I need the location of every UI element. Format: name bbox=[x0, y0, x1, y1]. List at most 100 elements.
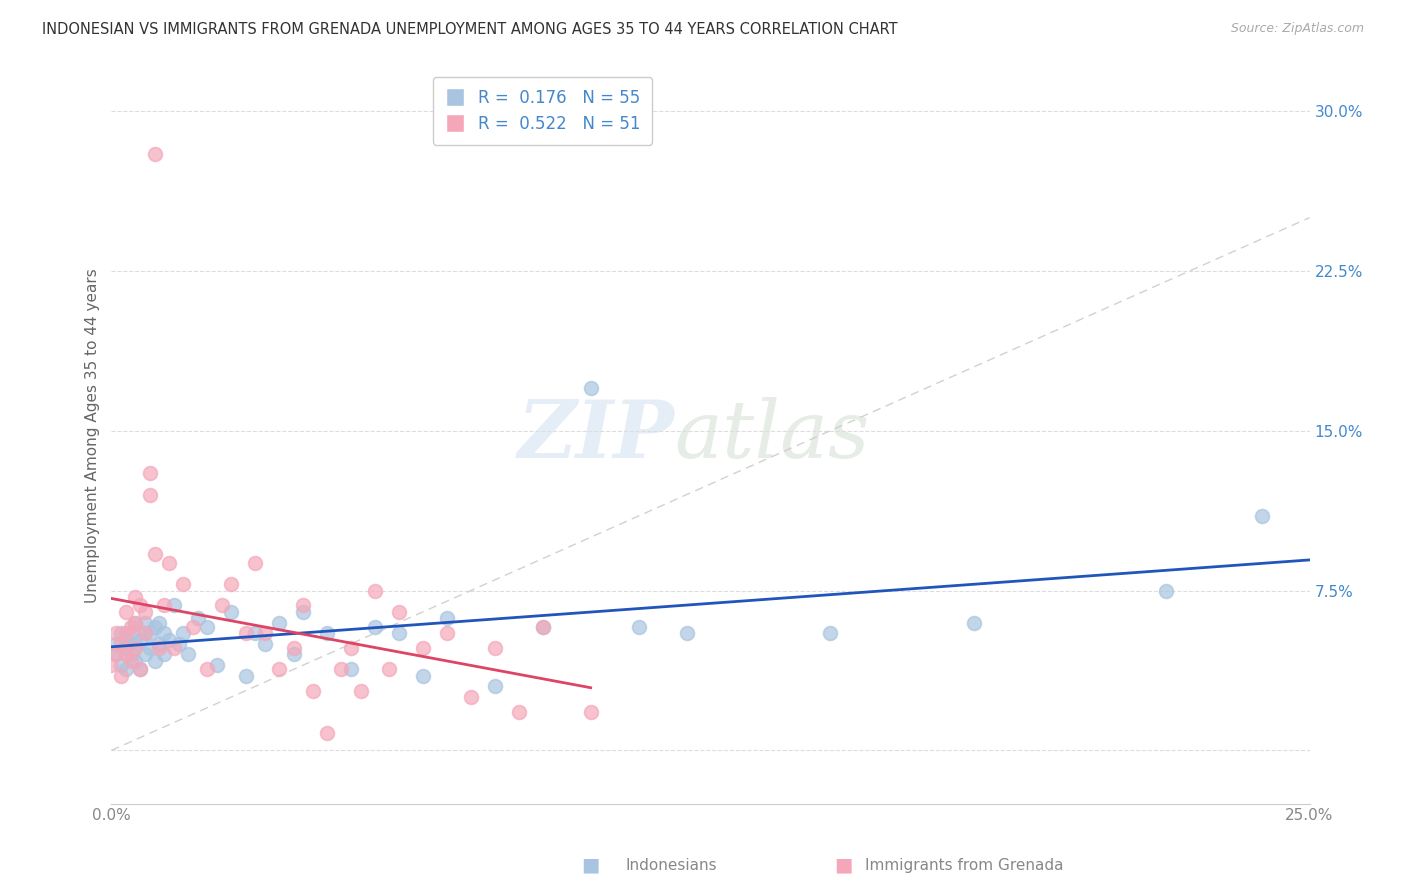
Text: Indonesians: Indonesians bbox=[626, 858, 717, 872]
Point bbox=[292, 605, 315, 619]
Point bbox=[105, 648, 128, 662]
Point bbox=[134, 648, 156, 662]
Point bbox=[143, 620, 166, 634]
Point bbox=[134, 626, 156, 640]
Point bbox=[531, 620, 554, 634]
Point bbox=[283, 648, 305, 662]
Point bbox=[508, 705, 530, 719]
Point bbox=[283, 641, 305, 656]
Point bbox=[124, 654, 146, 668]
Point bbox=[114, 626, 136, 640]
Point bbox=[579, 705, 602, 719]
Point bbox=[105, 637, 128, 651]
Point bbox=[388, 605, 411, 619]
Point bbox=[129, 662, 152, 676]
Point bbox=[675, 626, 697, 640]
Point bbox=[124, 641, 146, 656]
Point bbox=[100, 658, 122, 673]
Point bbox=[364, 583, 387, 598]
Point bbox=[129, 599, 152, 613]
Point bbox=[124, 637, 146, 651]
Point bbox=[460, 690, 482, 704]
Point bbox=[412, 641, 434, 656]
Point bbox=[195, 662, 218, 676]
Point bbox=[143, 654, 166, 668]
Text: ■: ■ bbox=[834, 855, 853, 875]
Point bbox=[139, 488, 162, 502]
Point bbox=[143, 146, 166, 161]
Point bbox=[211, 599, 233, 613]
Point bbox=[153, 626, 176, 640]
Point bbox=[963, 615, 986, 630]
Legend: R =  0.176   N = 55, R =  0.522   N = 51: R = 0.176 N = 55, R = 0.522 N = 51 bbox=[433, 77, 652, 145]
Point bbox=[412, 669, 434, 683]
Point bbox=[134, 626, 156, 640]
Point bbox=[110, 669, 132, 683]
Point bbox=[120, 626, 142, 640]
Point bbox=[219, 605, 242, 619]
Point bbox=[484, 641, 506, 656]
Point bbox=[134, 605, 156, 619]
Text: atlas: atlas bbox=[675, 397, 870, 475]
Point bbox=[436, 626, 458, 640]
Point bbox=[114, 632, 136, 647]
Point bbox=[148, 615, 170, 630]
Point bbox=[139, 626, 162, 640]
Point bbox=[531, 620, 554, 634]
Point bbox=[579, 381, 602, 395]
Point bbox=[157, 556, 180, 570]
Point bbox=[187, 611, 209, 625]
Point bbox=[120, 620, 142, 634]
Point bbox=[235, 626, 257, 640]
Point bbox=[134, 615, 156, 630]
Point bbox=[364, 620, 387, 634]
Point bbox=[269, 662, 291, 676]
Point bbox=[120, 654, 142, 668]
Point bbox=[243, 626, 266, 640]
Point bbox=[172, 626, 194, 640]
Point bbox=[148, 641, 170, 656]
Point bbox=[114, 605, 136, 619]
Text: ■: ■ bbox=[581, 855, 600, 875]
Point bbox=[172, 577, 194, 591]
Point bbox=[105, 648, 128, 662]
Point bbox=[820, 626, 842, 640]
Point bbox=[235, 669, 257, 683]
Point bbox=[195, 620, 218, 634]
Y-axis label: Unemployment Among Ages 35 to 44 years: Unemployment Among Ages 35 to 44 years bbox=[86, 268, 100, 604]
Point bbox=[484, 680, 506, 694]
Point bbox=[1250, 508, 1272, 523]
Point bbox=[110, 637, 132, 651]
Point bbox=[114, 641, 136, 656]
Point bbox=[316, 626, 339, 640]
Point bbox=[205, 658, 228, 673]
Point bbox=[316, 726, 339, 740]
Point bbox=[292, 599, 315, 613]
Point bbox=[139, 467, 162, 481]
Text: Immigrants from Grenada: Immigrants from Grenada bbox=[865, 858, 1063, 872]
Point bbox=[340, 641, 363, 656]
Point bbox=[148, 637, 170, 651]
Point bbox=[143, 547, 166, 561]
Point bbox=[330, 662, 353, 676]
Point bbox=[378, 662, 401, 676]
Point bbox=[124, 615, 146, 630]
Point bbox=[181, 620, 204, 634]
Point bbox=[627, 620, 650, 634]
Point bbox=[129, 662, 152, 676]
Point bbox=[163, 599, 186, 613]
Point bbox=[105, 626, 128, 640]
Point bbox=[120, 648, 142, 662]
Point bbox=[157, 632, 180, 647]
Text: INDONESIAN VS IMMIGRANTS FROM GRENADA UNEMPLOYMENT AMONG AGES 35 TO 44 YEARS COR: INDONESIAN VS IMMIGRANTS FROM GRENADA UN… bbox=[42, 22, 898, 37]
Point bbox=[340, 662, 363, 676]
Point bbox=[153, 599, 176, 613]
Point bbox=[253, 626, 276, 640]
Point bbox=[124, 615, 146, 630]
Text: ZIP: ZIP bbox=[517, 397, 675, 475]
Point bbox=[139, 641, 162, 656]
Text: Source: ZipAtlas.com: Source: ZipAtlas.com bbox=[1230, 22, 1364, 36]
Point bbox=[253, 637, 276, 651]
Point bbox=[1154, 583, 1177, 598]
Point bbox=[110, 658, 132, 673]
